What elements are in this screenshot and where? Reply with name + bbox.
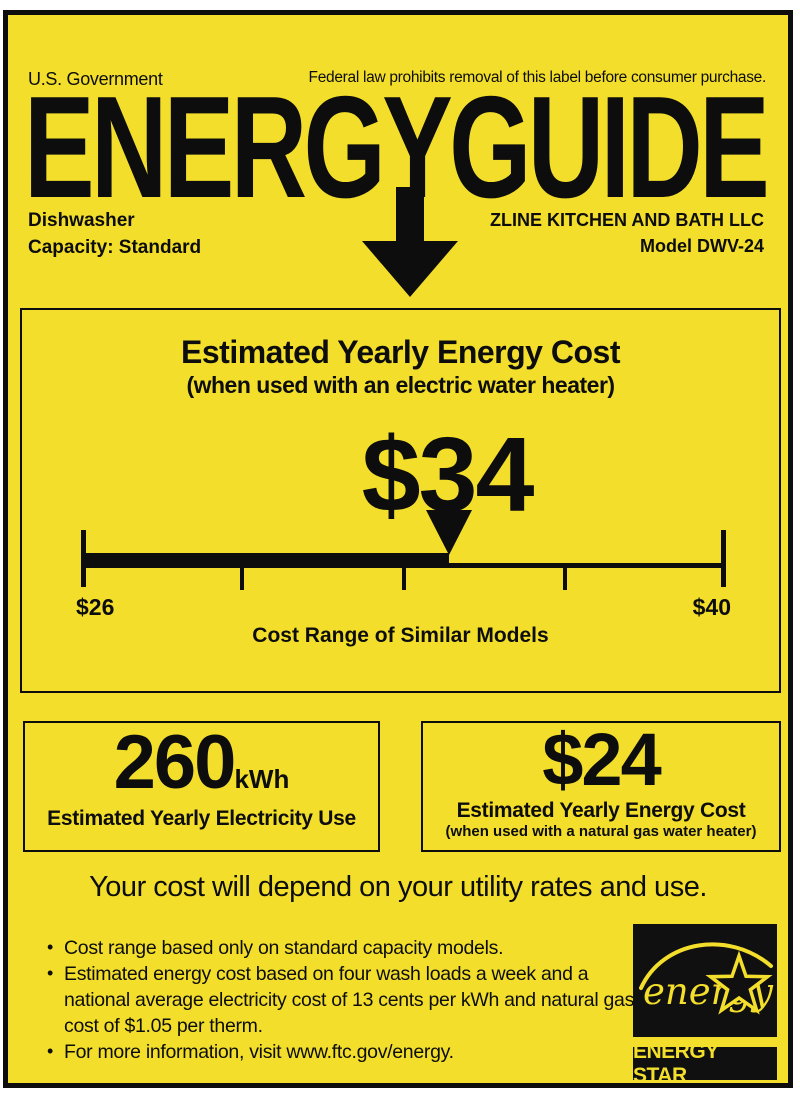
scale-right-endcap — [721, 530, 726, 587]
gas-cost-subcaption: (when used with a natural gas water heat… — [445, 823, 757, 840]
scale-tick — [562, 568, 567, 590]
scale-min-label: $26 — [76, 594, 115, 620]
federal-law-notice: Federal law prohibits removal of this la… — [308, 69, 767, 86]
cost-range-scale: $26 $40 — [76, 510, 731, 626]
down-arrow-head-icon — [362, 241, 458, 297]
scale-max-label: $40 — [692, 594, 731, 620]
energy-cost-subtitle: (when used with an electric water heater… — [186, 372, 615, 398]
star-icon — [705, 950, 773, 1015]
brand-info: ZLINE KITCHEN AND BATH LLC Model DWV-24 — [490, 207, 764, 259]
footnote-item: For more information, visit www.ftc.gov/… — [38, 1038, 638, 1065]
manufacturer-name: ZLINE KITCHEN AND BATH LLC — [490, 210, 764, 230]
us-government-text: U.S. Government — [28, 69, 163, 89]
model-number: Model DWV-24 — [639, 236, 764, 256]
energy-star-emblem-icon: energy — [633, 924, 777, 1037]
energy-star-wordmark: ENERGY STAR — [633, 1040, 777, 1087]
utility-rates-note: Your cost will depend on your utility ra… — [89, 871, 707, 903]
gas-cost-value: $24 — [542, 718, 661, 801]
cost-range-caption: Cost Range of Similar Models — [252, 624, 549, 647]
gas-cost-box: $24 Estimated Yearly Energy Cost (when u… — [421, 721, 781, 852]
energy-guide-label: U.S. Government Federal law prohibits re… — [3, 10, 793, 1088]
gas-cost-caption: Estimated Yearly Energy Cost — [456, 799, 746, 822]
footnote-list: Cost range based only on standard capaci… — [38, 934, 638, 1065]
yearly-energy-cost-box: Estimated Yearly Energy Cost (when used … — [20, 308, 781, 693]
appliance-type: Dishwasher — [28, 210, 135, 231]
scale-tick — [401, 568, 406, 590]
footnote-item: Estimated energy cost based on four wash… — [38, 960, 638, 1039]
electricity-use-value: 260kWh — [113, 720, 290, 805]
cost-marker-icon — [426, 510, 472, 555]
scale-fill-bar — [81, 553, 449, 568]
energy-star-logo: energy ENERGY STAR — [633, 924, 777, 1087]
electricity-use-box: 260kWh Estimated Yearly Electricity Use — [23, 721, 380, 852]
scale-tick — [240, 568, 245, 590]
footnote-item: Cost range based only on standard capaci… — [38, 934, 638, 961]
appliance-info: Dishwasher Capacity: Standard — [28, 207, 201, 261]
electricity-use-caption: Estimated Yearly Electricity Use — [47, 807, 356, 830]
appliance-capacity: Capacity: Standard — [28, 237, 202, 258]
energy-cost-title: Estimated Yearly Energy Cost — [181, 334, 620, 370]
